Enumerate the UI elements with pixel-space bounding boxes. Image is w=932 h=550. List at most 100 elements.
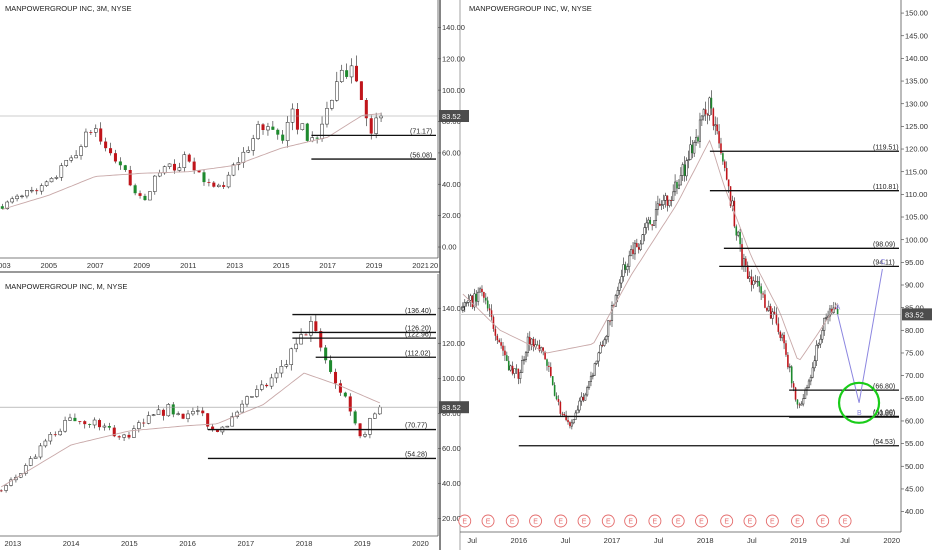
candle-body bbox=[48, 434, 53, 442]
earnings-marker bbox=[601, 514, 615, 528]
candle-body bbox=[10, 198, 14, 203]
candle-body bbox=[687, 159, 690, 161]
earnings-marker bbox=[720, 514, 734, 528]
y-tick-label: 60.00 bbox=[442, 444, 461, 453]
y-tick-label: 40.00 bbox=[442, 180, 461, 189]
candle-body bbox=[727, 179, 730, 187]
candle-body bbox=[559, 401, 562, 414]
candle-body bbox=[250, 396, 254, 398]
candle-body bbox=[251, 138, 255, 151]
candle-body bbox=[739, 232, 741, 245]
earnings-marker bbox=[505, 514, 519, 528]
candle-body bbox=[359, 81, 363, 101]
y-tick-label: 45.00 bbox=[905, 485, 924, 494]
candle-body bbox=[639, 243, 642, 250]
candle-body bbox=[83, 421, 87, 425]
candle-body bbox=[28, 458, 33, 466]
candle-body bbox=[15, 195, 19, 200]
last-price-label: 83.52 bbox=[442, 403, 461, 412]
candle-body bbox=[697, 137, 699, 142]
y-tick-label: 85.00 bbox=[905, 303, 924, 312]
candle-body bbox=[137, 422, 141, 429]
candle-body bbox=[255, 389, 259, 397]
candle-body bbox=[226, 174, 231, 188]
candle-body bbox=[113, 153, 117, 162]
candle-body bbox=[787, 354, 789, 368]
candle-body bbox=[658, 203, 661, 206]
candle-body bbox=[256, 124, 260, 139]
candle-body bbox=[44, 181, 49, 186]
candle-body bbox=[304, 334, 308, 336]
candle-body bbox=[582, 396, 585, 401]
candle-body bbox=[656, 203, 659, 210]
candle-body bbox=[271, 126, 275, 130]
candle-body bbox=[265, 384, 269, 387]
candle-body bbox=[281, 134, 285, 141]
y-tick-label: 100.00 bbox=[442, 86, 465, 95]
x-tick-label: 20 bbox=[430, 261, 438, 270]
candle-body bbox=[712, 108, 715, 126]
candle-body bbox=[591, 374, 594, 377]
candle-body bbox=[779, 331, 782, 338]
x-tick-label: 2018 bbox=[296, 539, 313, 548]
candle-body bbox=[38, 445, 43, 458]
chart-w-title: MANPOWERGROUP INC, W, NYSE bbox=[469, 4, 592, 13]
x-tick-label: 2014 bbox=[63, 539, 80, 548]
candle-body bbox=[133, 185, 137, 194]
x-tick-label: 2020 bbox=[883, 536, 900, 545]
candle-body bbox=[790, 366, 793, 384]
candle-body bbox=[463, 302, 466, 307]
earnings-marker-label: E bbox=[843, 519, 848, 526]
y-tick-label: 145.00 bbox=[905, 31, 928, 40]
candle-body bbox=[731, 200, 734, 207]
earnings-marker bbox=[529, 514, 543, 528]
candle-body bbox=[563, 413, 565, 416]
level-label: (94.11) bbox=[873, 260, 895, 267]
candle-body bbox=[504, 350, 506, 356]
candle-body bbox=[167, 163, 172, 167]
candle-body bbox=[58, 430, 62, 436]
candle-body bbox=[349, 65, 354, 78]
candle-body bbox=[522, 359, 526, 361]
candle-body bbox=[624, 264, 627, 270]
candle-body bbox=[494, 328, 497, 336]
candle-body bbox=[783, 334, 785, 344]
level-label: (126.20) bbox=[405, 326, 431, 333]
candle-body bbox=[343, 392, 347, 397]
candle-body bbox=[666, 195, 669, 206]
earnings-marker-label: E bbox=[676, 519, 681, 526]
wave-point-label: C bbox=[880, 259, 885, 266]
candle-body bbox=[593, 363, 596, 376]
candle-body bbox=[473, 293, 476, 308]
level-label: (122.96) bbox=[405, 331, 431, 338]
candle-body bbox=[817, 343, 820, 346]
candle-body bbox=[335, 81, 339, 101]
candle-body bbox=[202, 172, 206, 183]
level-label: (60.86) bbox=[873, 410, 895, 417]
candle-body bbox=[750, 276, 753, 285]
y-tick-label: 120.00 bbox=[442, 339, 465, 348]
candle-body bbox=[289, 348, 294, 365]
chart-3m: 140.00120.00100.0080.0060.0040.0020.000.… bbox=[0, 23, 469, 270]
candle-body bbox=[481, 288, 483, 293]
level-label: (112.02) bbox=[405, 350, 431, 357]
candle-body bbox=[586, 387, 589, 396]
candle-body bbox=[609, 320, 611, 322]
candle-body bbox=[166, 404, 171, 417]
moving-average-line bbox=[2, 113, 382, 210]
y-tick-label: 80.00 bbox=[442, 409, 461, 418]
x-tick-label: 2019 bbox=[354, 539, 371, 548]
candle-body bbox=[647, 219, 650, 224]
x-tick-label: 2009 bbox=[133, 261, 150, 270]
x-tick-label: 2003 bbox=[0, 261, 11, 270]
candle-body bbox=[802, 398, 805, 405]
earnings-marker-label: E bbox=[653, 519, 658, 526]
candle-body bbox=[369, 118, 373, 134]
candle-body bbox=[109, 148, 113, 154]
candle-body bbox=[785, 343, 787, 355]
level-label: (54.28) bbox=[405, 452, 427, 459]
candle-body bbox=[373, 413, 377, 419]
y-tick-label: 80.00 bbox=[905, 326, 924, 335]
